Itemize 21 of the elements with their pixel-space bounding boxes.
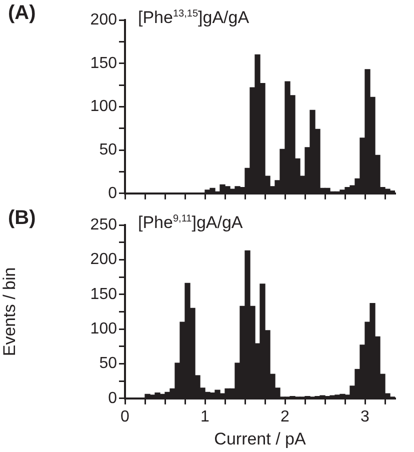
y-tick-label: 150 <box>90 286 118 303</box>
y-tick-label: 50 <box>99 141 118 158</box>
y-tick-label: 200 <box>90 251 118 268</box>
y-tick-label: 100 <box>90 98 118 116</box>
y-tick-label: 100 <box>90 320 118 338</box>
y-axis-title: Events / bin <box>0 267 19 356</box>
x-axis-title: Current / pA <box>214 429 306 448</box>
chart-title: [Phe$^{9,11}$]gA/gA <box>138 213 243 233</box>
y-tick-label: 250 <box>90 216 118 234</box>
y-tick-label: 50 <box>99 355 118 372</box>
x-tick-label: 3 <box>360 408 370 426</box>
x-tick-label: 2 <box>280 408 290 426</box>
x-tick-label: 1 <box>200 408 210 426</box>
y-tick-label: 200 <box>90 11 118 28</box>
text: (B) <box>8 207 36 230</box>
x-tick-label: 0 <box>120 408 130 426</box>
text: (A) <box>8 2 36 25</box>
y-tick-label: 0 <box>108 390 118 407</box>
chart-title: [Phe$^{13,15}$]gA/gA <box>138 8 250 28</box>
y-tick-label: 0 <box>108 184 118 202</box>
y-tick-label: 150 <box>90 54 118 72</box>
